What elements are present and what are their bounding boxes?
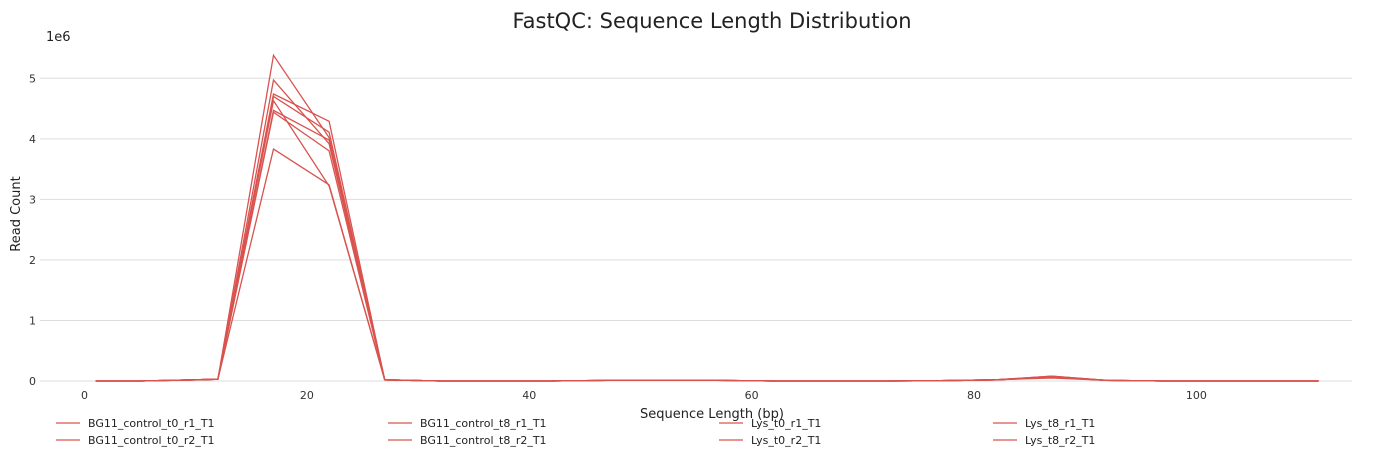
y-tick-labels: 0 1 2 3 4 5 — [29, 72, 36, 388]
legend-entry: BG11_control_t0_r1_T1 — [88, 417, 215, 430]
series-line — [95, 99, 1319, 382]
legend-entry: Lys_t0_r2_T1 — [751, 434, 821, 447]
y-tick-label: 5 — [29, 72, 36, 85]
series-line — [95, 109, 1319, 382]
legend-entry: Lys_t8_r1_T1 — [1025, 417, 1095, 430]
legend-entry: Lys_t0_r1_T1 — [751, 417, 821, 430]
series-lines — [95, 53, 1319, 382]
x-axis-label: Sequence Length (bp) — [640, 407, 784, 422]
x-tick-label: 100 — [1186, 389, 1207, 402]
x-tick-label: 0 — [81, 389, 88, 402]
legend-entry: Lys_t8_r2_T1 — [1025, 434, 1095, 447]
chart-title: FastQC: Sequence Length Distribution — [512, 9, 911, 33]
y-tick-label: 0 — [29, 375, 36, 388]
x-tick-labels: 0 20 40 60 80 100 — [81, 389, 1207, 402]
y-axis-label: Read Count — [9, 176, 24, 251]
x-tick-label: 80 — [967, 389, 981, 402]
y-tick-label: 2 — [29, 254, 36, 267]
series-line — [95, 93, 1319, 382]
legend: BG11_control_t0_r1_T1 BG11_control_t0_r2_… — [56, 417, 1095, 447]
legend-entry: BG11_control_t8_r2_T1 — [420, 434, 547, 447]
x-tick-label: 40 — [522, 389, 536, 402]
y-tick-label: 1 — [29, 314, 36, 327]
x-tick-label: 20 — [300, 389, 314, 402]
series-line — [95, 148, 1319, 382]
legend-entry: BG11_control_t0_r2_T1 — [88, 434, 215, 447]
series-line — [95, 53, 1319, 382]
gridlines — [40, 77, 1352, 382]
series-line — [95, 78, 1319, 382]
y-tick-label: 4 — [29, 133, 36, 146]
x-tick-label: 60 — [745, 389, 759, 402]
y-offset-label: 1e6 — [46, 30, 71, 45]
legend-entry: BG11_control_t8_r1_T1 — [420, 417, 547, 430]
y-tick-label: 3 — [29, 193, 36, 206]
